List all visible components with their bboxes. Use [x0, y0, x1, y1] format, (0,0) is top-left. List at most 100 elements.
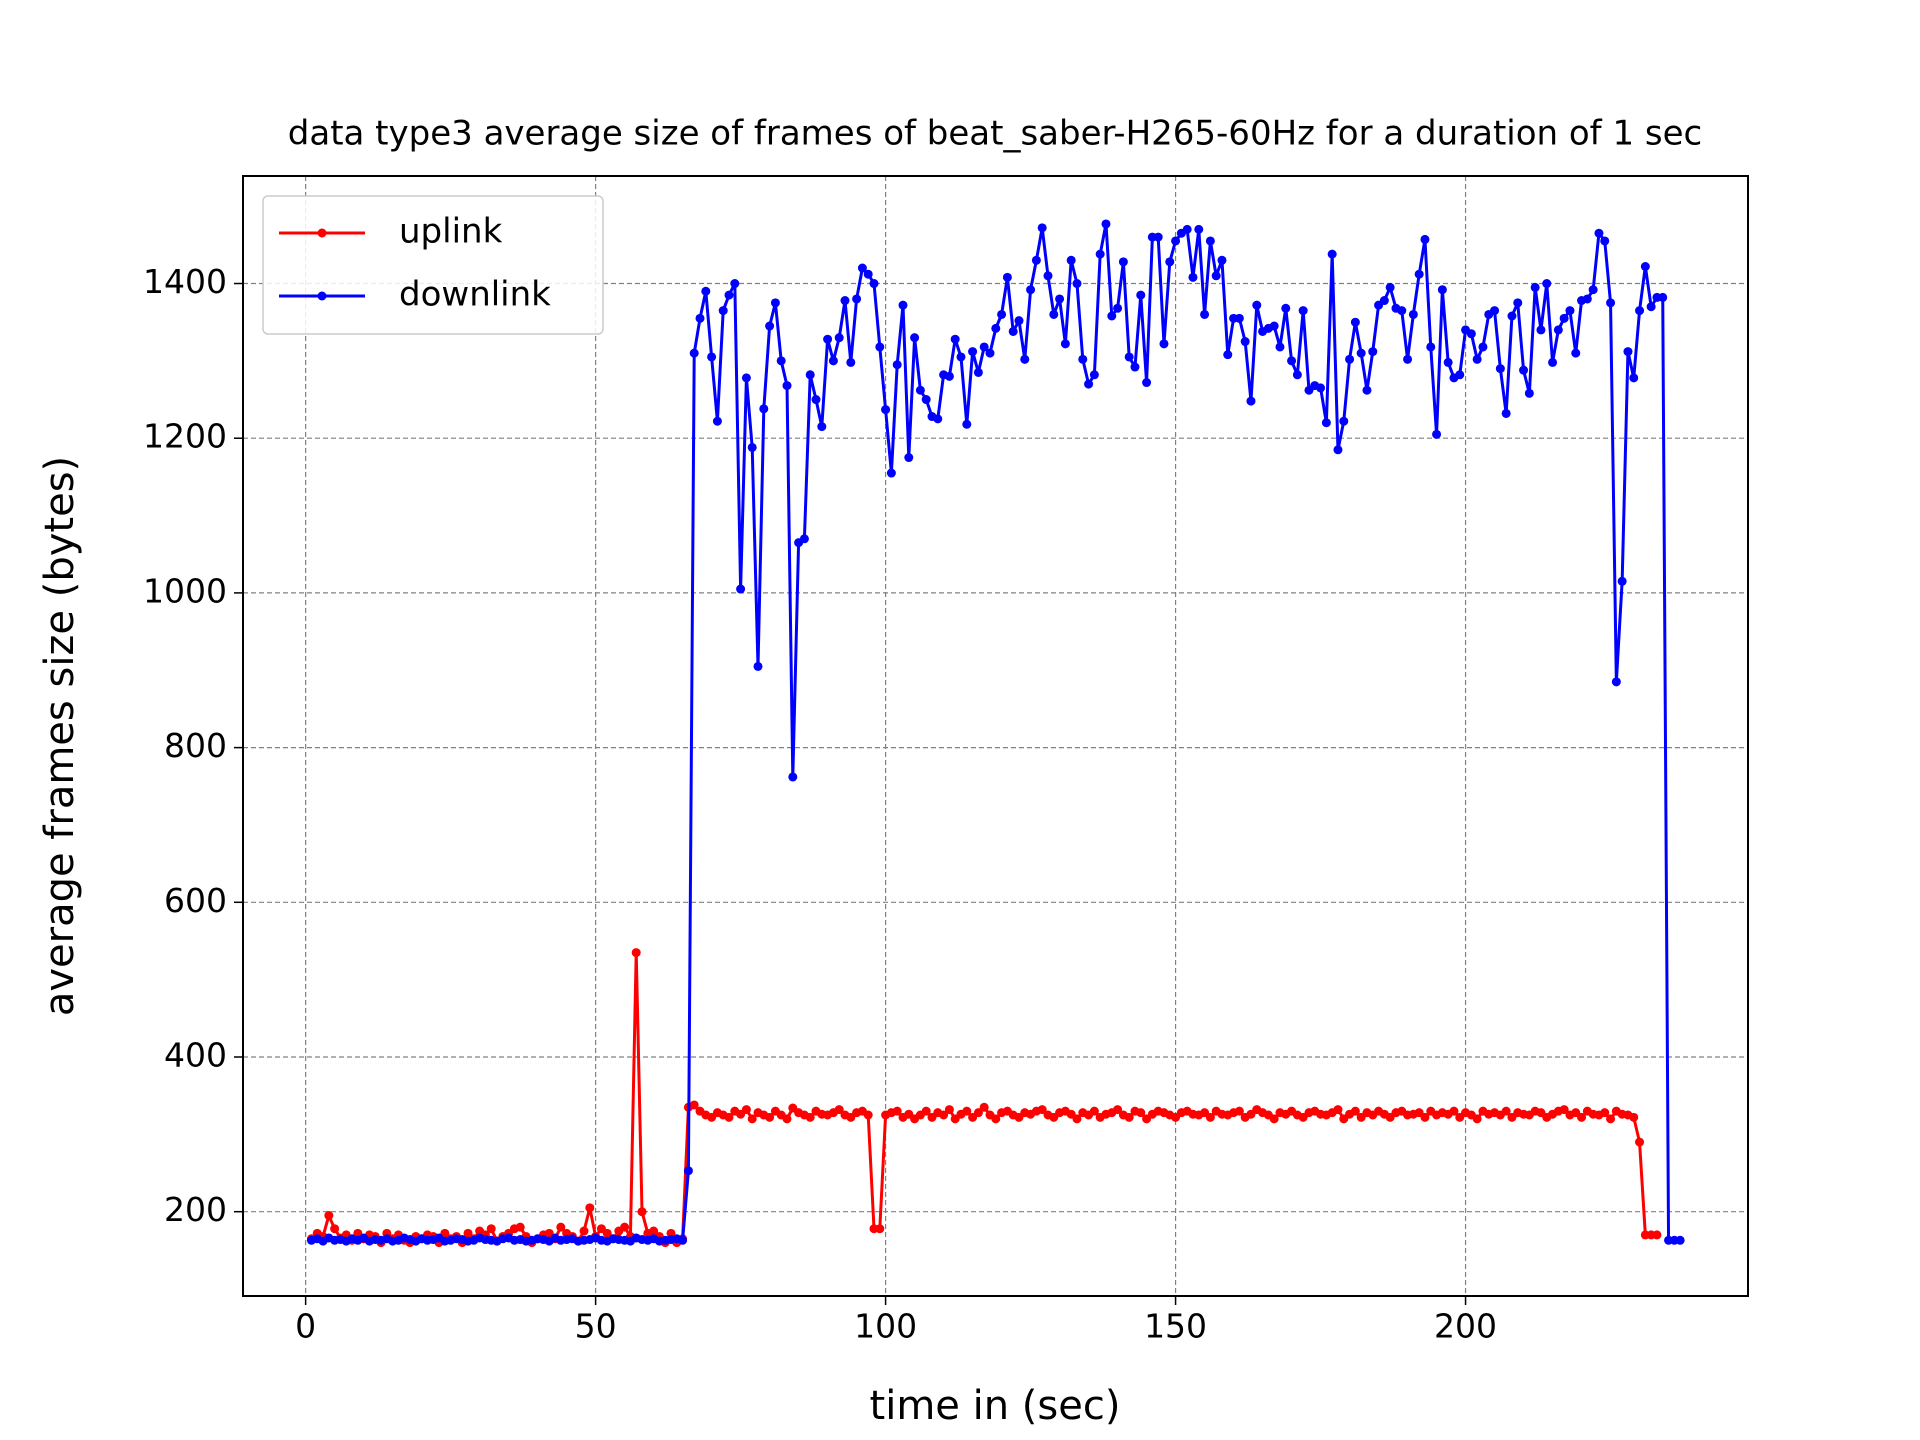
- data-point: [1084, 379, 1094, 389]
- data-point: [1350, 317, 1360, 327]
- data-point: [602, 1228, 612, 1238]
- data-point: [834, 1105, 844, 1115]
- data-point: [973, 367, 983, 377]
- y-tick-label: 200: [164, 1190, 227, 1229]
- data-point: [788, 772, 798, 782]
- data-point: [933, 414, 943, 424]
- data-point: [1171, 236, 1181, 246]
- data-point: [1194, 224, 1204, 234]
- data-point: [1072, 1114, 1082, 1124]
- data-point: [1321, 418, 1331, 428]
- data-point: [1542, 279, 1552, 289]
- data-point: [944, 371, 954, 381]
- data-point: [1240, 337, 1250, 347]
- data-point: [1443, 357, 1453, 367]
- data-point: [620, 1222, 630, 1232]
- data-point: [1403, 354, 1413, 364]
- data-point: [852, 294, 862, 304]
- data-point: [741, 1105, 751, 1115]
- data-point: [1623, 347, 1633, 357]
- data-point: [892, 360, 902, 370]
- data-point: [1513, 298, 1523, 308]
- data-point: [1089, 1106, 1099, 1116]
- data-point: [1037, 1105, 1047, 1115]
- data-point: [649, 1226, 659, 1236]
- data-point: [1379, 296, 1389, 306]
- data-point: [579, 1226, 589, 1236]
- data-point: [997, 309, 1007, 319]
- y-axis-label: average frames size (bytes): [37, 456, 83, 1016]
- data-point: [950, 334, 960, 344]
- x-tick-label: 0: [295, 1307, 316, 1346]
- data-point: [968, 347, 978, 357]
- data-point: [463, 1228, 473, 1238]
- data-point: [1437, 285, 1447, 295]
- data-point: [799, 534, 809, 544]
- data-point: [886, 468, 896, 478]
- data-point: [805, 370, 815, 380]
- legend-marker: [317, 228, 327, 238]
- data-point: [701, 286, 711, 296]
- data-point: [910, 333, 920, 343]
- data-point: [765, 321, 775, 331]
- y-tick-label: 800: [164, 726, 227, 765]
- data-point: [718, 306, 728, 316]
- data-point: [770, 298, 780, 308]
- x-tick-label: 50: [575, 1307, 617, 1346]
- data-point: [1339, 416, 1349, 426]
- data-point: [823, 334, 833, 344]
- data-point: [1124, 352, 1134, 362]
- data-point: [1414, 269, 1424, 279]
- data-point: [875, 342, 885, 352]
- data-point: [962, 1106, 972, 1116]
- data-point: [1002, 272, 1012, 282]
- data-point: [1356, 348, 1366, 358]
- data-point: [1640, 261, 1650, 271]
- data-point: [1327, 249, 1337, 259]
- data-point: [1275, 342, 1285, 352]
- data-point: [881, 405, 891, 415]
- data-point: [979, 342, 989, 352]
- data-point: [898, 300, 908, 310]
- data-point: [1159, 339, 1169, 349]
- data-point: [1600, 1108, 1610, 1118]
- data-point: [1658, 292, 1668, 302]
- data-point: [1234, 313, 1244, 323]
- data-point: [1298, 306, 1308, 316]
- data-point: [1501, 408, 1511, 418]
- x-axis-label: time in (sec): [870, 1383, 1121, 1429]
- data-point: [1588, 285, 1598, 295]
- data-point: [1524, 388, 1534, 398]
- data-point: [1205, 236, 1215, 246]
- data-point: [1420, 1112, 1430, 1122]
- data-point: [1617, 576, 1627, 586]
- data-point: [1490, 306, 1500, 316]
- data-point: [805, 1112, 815, 1122]
- data-point: [1130, 362, 1140, 372]
- data-point: [991, 1114, 1001, 1124]
- data-point: [1675, 1235, 1685, 1245]
- data-point: [921, 1106, 931, 1116]
- data-point: [1287, 356, 1297, 366]
- data-point: [1269, 1114, 1279, 1124]
- data-point: [1466, 329, 1476, 339]
- data-point: [1269, 321, 1279, 331]
- data-point: [1217, 255, 1227, 265]
- data-point: [1646, 302, 1656, 312]
- data-point: [1049, 309, 1059, 319]
- data-point: [1478, 342, 1488, 352]
- data-point: [1101, 219, 1111, 229]
- data-point: [1606, 1114, 1616, 1124]
- data-point: [1408, 309, 1418, 319]
- y-tick-label: 1000: [143, 571, 227, 610]
- data-point: [1281, 303, 1291, 313]
- data-point: [1246, 396, 1256, 406]
- data-point: [1113, 303, 1123, 313]
- data-point: [1350, 1106, 1360, 1116]
- data-point: [1652, 1230, 1662, 1240]
- data-point: [1635, 306, 1645, 316]
- data-point: [1571, 348, 1581, 358]
- data-point: [1420, 234, 1430, 244]
- data-point: [1519, 365, 1529, 375]
- data-point: [689, 1100, 699, 1110]
